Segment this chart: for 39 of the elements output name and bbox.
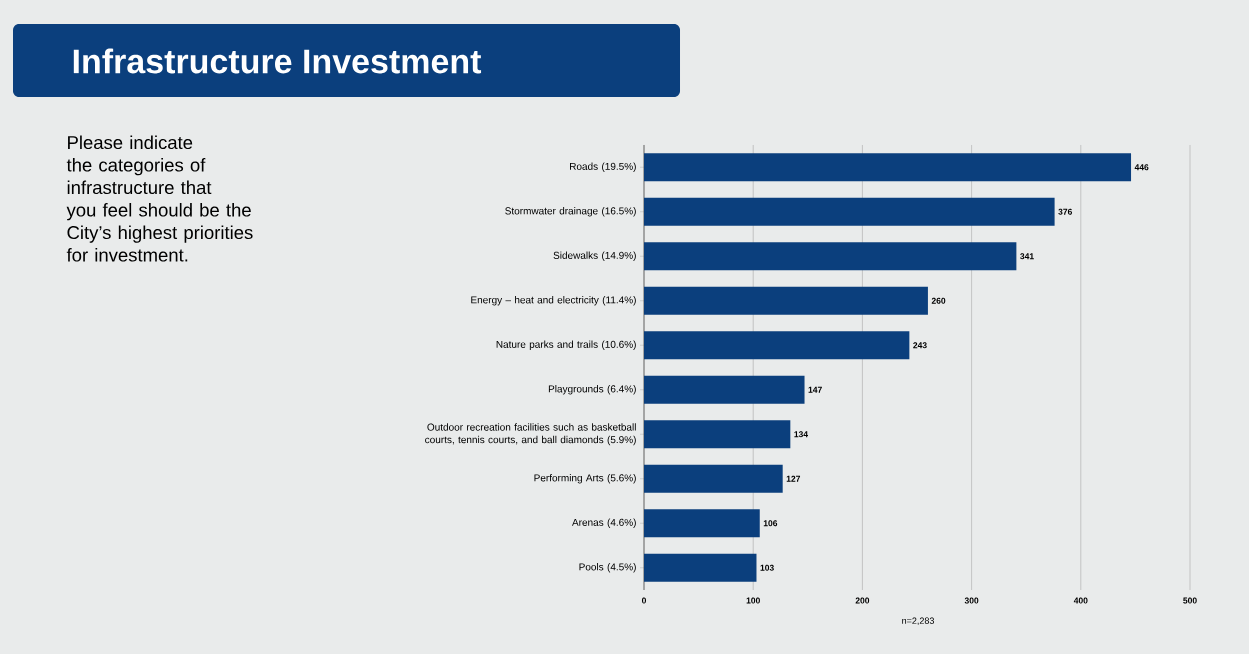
y-tick-label: Outdoor recreation facilities such as basketball courts, tennis courts, and ball diamonds (5.9%)	[425, 423, 636, 446]
y-tick-label: Roads (19.5%)	[570, 162, 636, 172]
text: n=2,283	[902, 617, 935, 625]
x-tick-label: 400	[1073, 597, 1088, 604]
bar	[644, 375, 805, 404]
data-label: 243	[913, 342, 927, 349]
bar	[644, 509, 760, 538]
y-tick-label: Sidewalks (14.9%)	[553, 251, 636, 261]
data-label: 341	[1020, 253, 1034, 260]
y-tick-label: Nature parks and trails (10.6%)	[496, 340, 636, 350]
data-label: 134	[794, 431, 809, 438]
data-label: 376	[1058, 208, 1073, 215]
data-label: 446	[1134, 164, 1149, 171]
x-tick-label: 100	[746, 597, 760, 604]
data-label: 147	[808, 386, 822, 393]
y-tick-label: Playgrounds (6.4%)	[548, 385, 636, 395]
bar	[644, 153, 1132, 182]
text: Infrastructure Investment	[73, 48, 482, 74]
data-label: 106	[763, 520, 778, 527]
data-label: 127	[786, 475, 801, 482]
bar	[644, 553, 757, 582]
y-tick-label: Performing Arts (5.6%)	[534, 474, 636, 484]
data-label: 260	[931, 297, 946, 304]
bar	[644, 464, 783, 493]
y-tick-label: Pools (4.5%)	[579, 563, 636, 573]
bar	[644, 331, 910, 360]
bar	[644, 242, 1017, 271]
bar	[644, 420, 791, 449]
bar	[644, 286, 928, 315]
x-tick-label: 200	[855, 597, 870, 604]
y-tick-label: Arenas (4.6%)	[572, 518, 636, 528]
text: Please indicate the categories of infrastructure that you feel should be the City’s highest priorities for investment.	[66, 135, 253, 262]
x-tick-label: 0	[641, 597, 647, 604]
y-tick-label: Energy – heat and electricity (11.4%)	[471, 296, 636, 306]
data-label: 103	[760, 564, 774, 571]
y-tick-label: Stormwater drainage (16.5%)	[505, 207, 636, 217]
x-tick-label: 300	[964, 597, 979, 604]
bar	[644, 197, 1055, 226]
x-tick-label: 500	[1183, 597, 1197, 604]
